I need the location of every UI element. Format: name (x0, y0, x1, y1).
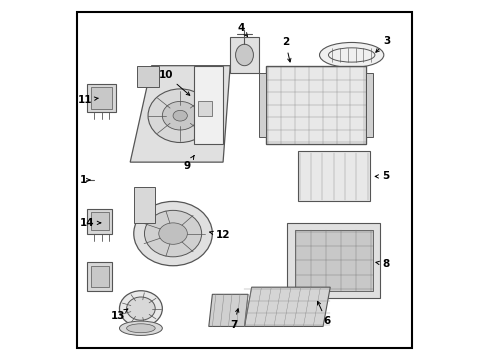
Text: 13: 13 (110, 309, 127, 321)
Text: 10: 10 (158, 69, 189, 95)
Text: 14: 14 (80, 218, 101, 228)
Polygon shape (298, 152, 369, 202)
Polygon shape (194, 66, 223, 144)
Text: 12: 12 (209, 230, 230, 240)
Ellipse shape (173, 111, 187, 121)
Polygon shape (258, 73, 265, 137)
Polygon shape (244, 287, 329, 327)
Text: 7: 7 (230, 309, 238, 330)
Polygon shape (198, 102, 212, 116)
Text: 5: 5 (374, 171, 388, 181)
Text: 1: 1 (79, 175, 90, 185)
Polygon shape (87, 208, 112, 234)
Ellipse shape (144, 210, 201, 257)
Ellipse shape (119, 321, 162, 336)
Polygon shape (91, 212, 108, 230)
Polygon shape (287, 223, 380, 298)
Text: 6: 6 (317, 301, 329, 326)
Ellipse shape (126, 324, 155, 333)
Text: 2: 2 (282, 37, 290, 62)
Ellipse shape (134, 202, 212, 266)
Text: 4: 4 (237, 23, 247, 36)
Ellipse shape (162, 102, 198, 130)
Polygon shape (87, 262, 112, 291)
Polygon shape (365, 73, 372, 137)
Text: 3: 3 (375, 36, 390, 52)
Polygon shape (87, 84, 116, 112)
Ellipse shape (119, 291, 162, 327)
Polygon shape (91, 87, 112, 109)
Text: 9: 9 (183, 156, 194, 171)
Polygon shape (230, 37, 258, 73)
Polygon shape (208, 294, 247, 327)
Ellipse shape (148, 89, 212, 143)
Polygon shape (130, 66, 230, 162)
Ellipse shape (319, 42, 383, 67)
Text: 8: 8 (375, 259, 388, 269)
Polygon shape (91, 266, 108, 287)
Polygon shape (265, 66, 365, 144)
Polygon shape (137, 66, 159, 87)
Text: 11: 11 (78, 95, 98, 105)
Ellipse shape (126, 297, 155, 320)
Polygon shape (134, 187, 155, 223)
Ellipse shape (159, 223, 187, 244)
Ellipse shape (235, 44, 253, 66)
Polygon shape (294, 230, 372, 291)
